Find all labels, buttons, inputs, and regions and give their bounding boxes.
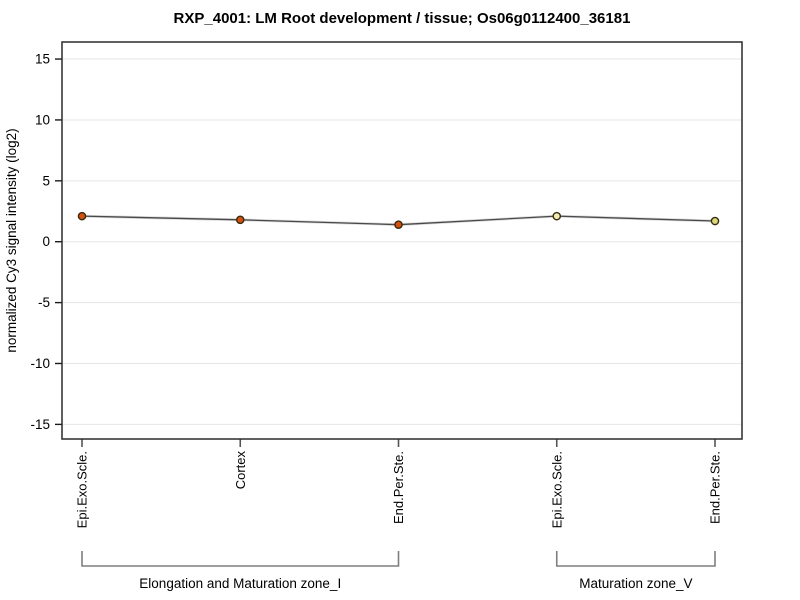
y-tick-label: -10 bbox=[30, 356, 50, 371]
group-label: Elongation and Maturation zone_I bbox=[139, 576, 341, 591]
y-tick-label: 10 bbox=[35, 112, 50, 127]
y-tick-label: -15 bbox=[30, 417, 50, 432]
group-bracket bbox=[555, 551, 716, 567]
y-tick-label: 5 bbox=[42, 173, 50, 188]
x-category-label: Epi.Exo.Scle. bbox=[549, 451, 564, 528]
group-bracket bbox=[81, 551, 400, 567]
chart-title: RXP_4001: LM Root development / tissue; … bbox=[173, 10, 631, 27]
plot-frame bbox=[61, 41, 743, 440]
y-tick-label: 15 bbox=[35, 52, 50, 67]
data-point bbox=[710, 216, 720, 226]
y-axis-label: normalized Cy3 signal intensity (log2) bbox=[4, 128, 19, 352]
data-point bbox=[77, 211, 87, 221]
data-point bbox=[552, 211, 562, 221]
data-point bbox=[394, 220, 403, 229]
y-tick-label: 0 bbox=[42, 234, 50, 249]
y-tick-label: -5 bbox=[38, 295, 50, 310]
group-label: Maturation zone_V bbox=[579, 576, 692, 591]
data-point bbox=[235, 215, 245, 225]
x-category-label: End.Per.Ste. bbox=[708, 451, 723, 524]
x-category-label: Epi.Exo.Scle. bbox=[75, 451, 90, 528]
x-category-label: End.Per.Ste. bbox=[391, 451, 406, 524]
x-category-label: Cortex bbox=[233, 451, 248, 490]
